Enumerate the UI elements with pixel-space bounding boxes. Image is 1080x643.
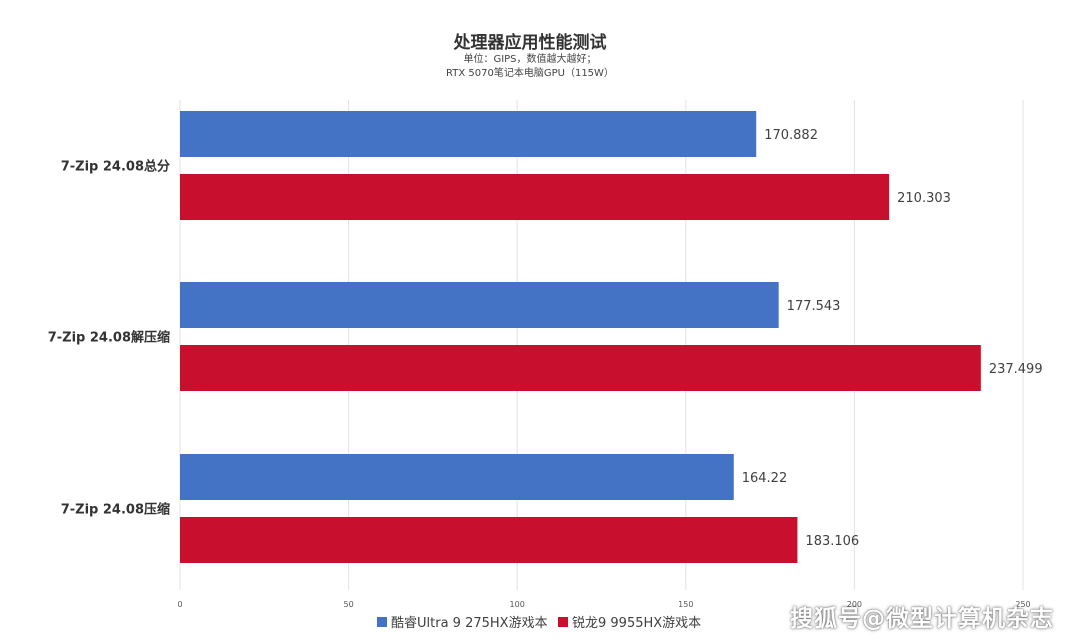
legend-label: 锐龙9 9955HX游戏本 <box>572 616 701 631</box>
x-tick-label: 0 <box>177 600 182 609</box>
data-label: 237.499 <box>989 362 1043 377</box>
x-tick-label: 100 <box>510 600 525 609</box>
category-label: 7-Zip 24.08解压缩 <box>48 330 170 346</box>
bar <box>180 282 779 328</box>
bar <box>180 345 981 391</box>
x-tick-label: 250 <box>1015 600 1030 609</box>
category-labels: 7-Zip 24.08总分 7-Zip 24.08解压缩 7-Zip 24.08压缩 <box>48 159 170 518</box>
x-tick-labels: 0 50 100 150 200 250 <box>177 600 1030 609</box>
legend: 酷睿Ultra 9 275HX游戏本 锐龙9 9955HX游戏本 <box>377 616 701 631</box>
bars: 170.882 210.303 177.543 237.499 164.22 183.10… <box>180 111 1043 563</box>
data-label: 164.22 <box>742 471 788 486</box>
bar <box>180 111 757 157</box>
legend-swatch <box>558 617 568 627</box>
category-label: 7-Zip 24.08总分 <box>61 159 170 175</box>
watermark: 搜狐号@微型计算机杂志 <box>790 606 1054 632</box>
chart-subtitle-line-2: RTX 5070笔记本电脑GPU（115W） <box>446 66 614 79</box>
x-tick-label: 200 <box>847 600 862 609</box>
chart-subtitle-line-1: 单位：GIPS，数值越大越好； <box>463 52 596 65</box>
data-label: 170.882 <box>764 128 818 143</box>
bar <box>180 454 734 500</box>
bar <box>180 174 890 220</box>
x-tick-label: 50 <box>344 600 354 609</box>
legend-label: 酷睿Ultra 9 275HX游戏本 <box>391 616 548 631</box>
data-label: 210.303 <box>897 191 951 206</box>
chart-title: 处理器应用性能测试 <box>453 32 607 53</box>
data-label: 183.106 <box>805 534 859 549</box>
category-label: 7-Zip 24.08压缩 <box>61 502 170 518</box>
data-label: 177.543 <box>787 299 841 314</box>
x-tick-label: 150 <box>678 600 693 609</box>
bar <box>180 517 798 563</box>
legend-swatch <box>377 617 387 627</box>
